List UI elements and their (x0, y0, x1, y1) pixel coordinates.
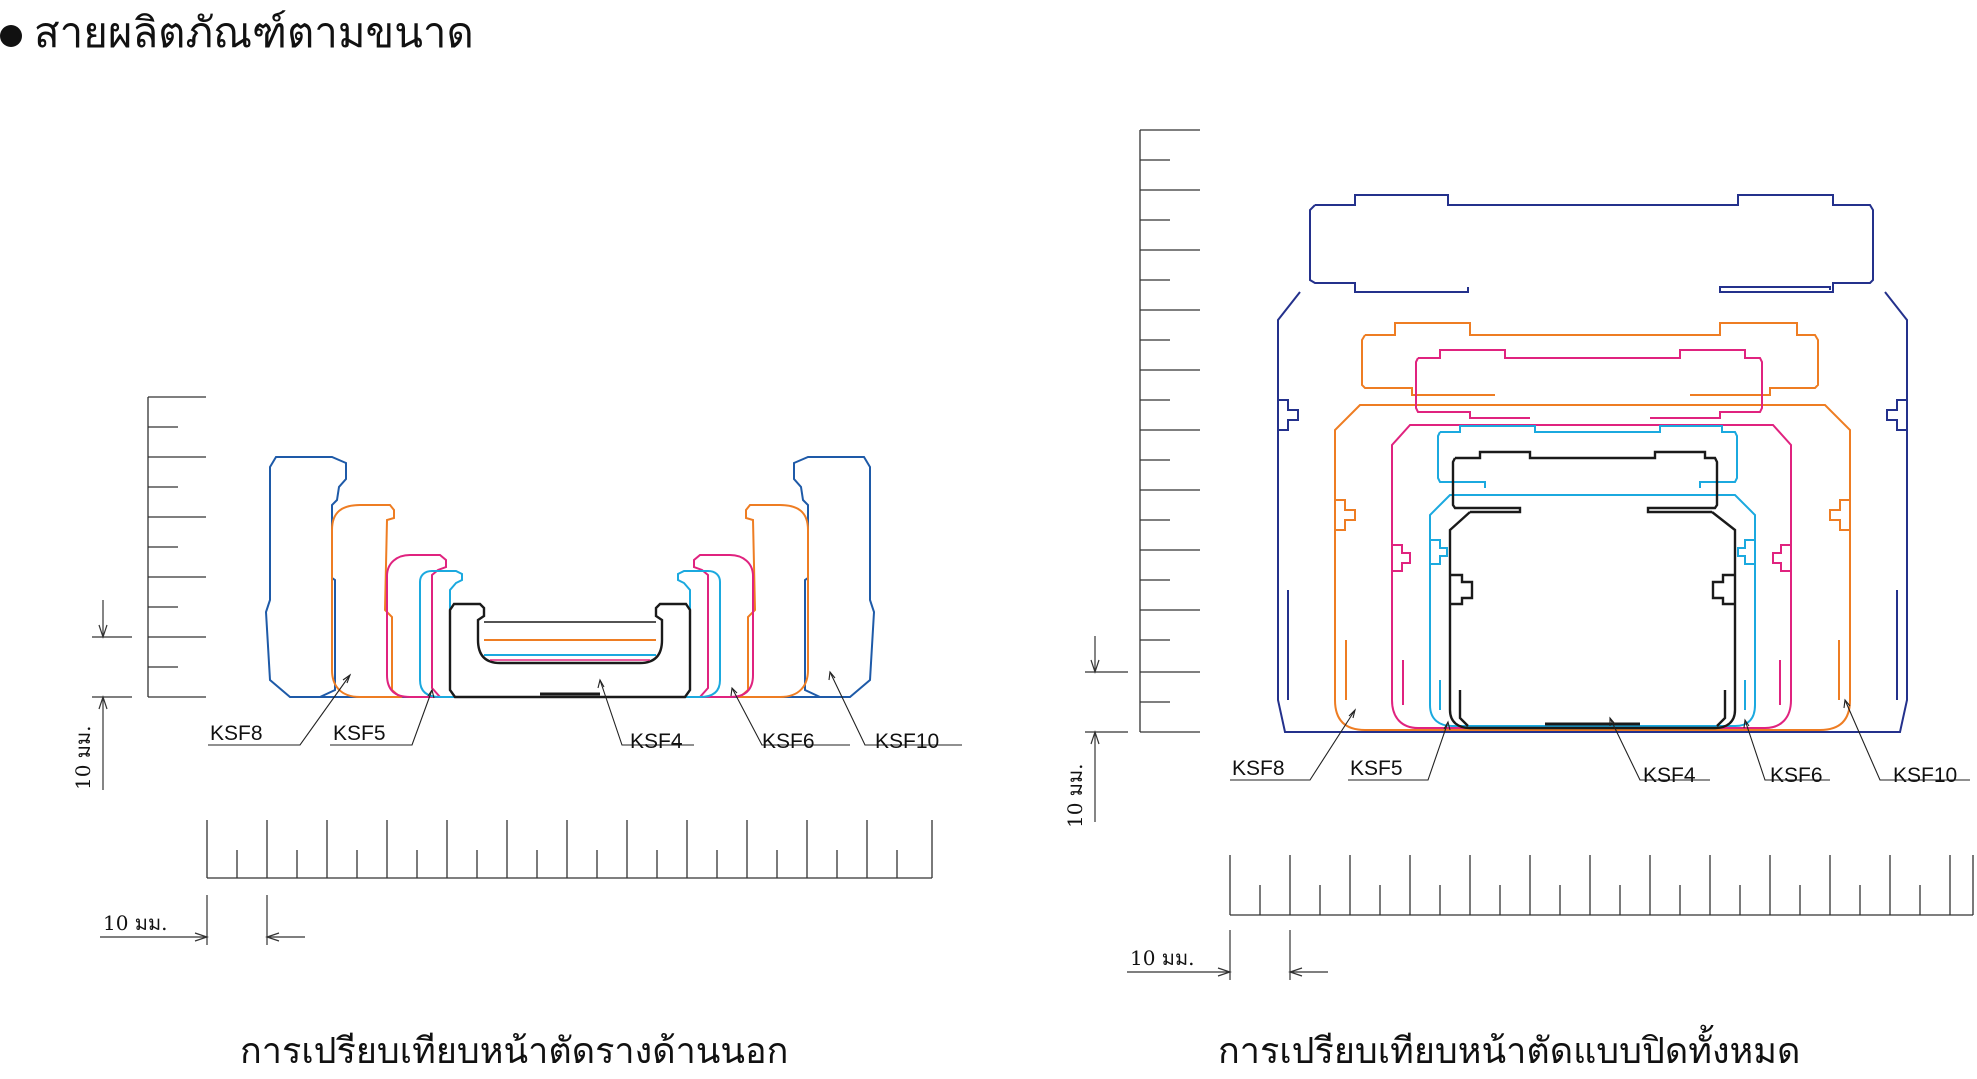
left-vertical-ruler (147, 396, 206, 698)
right-label-ksf6: KSF6 (1770, 764, 1823, 787)
right-leaders (1230, 698, 1970, 781)
right-horizontal-dimension (1127, 930, 1328, 980)
right-ksf4-profile (1448, 450, 1737, 730)
left-horizontal-scale-label: 10 มม. (103, 911, 168, 935)
right-vertical-ruler (1139, 129, 1200, 733)
right-vertical-scale-label: 10 มม. (1063, 763, 1087, 828)
left-ksf5-profile (419, 570, 463, 698)
left-panel-caption: การเปรียบเทียบหน้าตัดรางด้านนอก (240, 1031, 789, 1072)
left-label-ksf6: KSF6 (762, 730, 815, 753)
right-vertical-dimension (1085, 636, 1128, 822)
left-ksf6-profile-right (693, 554, 754, 698)
right-label-ksf8: KSF8 (1232, 757, 1285, 780)
left-ksf8-profile (331, 504, 403, 698)
page-title-text: สายผลิตภัณฑ์ตามขนาด (34, 8, 474, 57)
right-panel-caption: การเปรียบเทียบหน้าตัดแบบปิดทั้งหมด (1218, 1031, 1801, 1072)
right-ksf5-profile (1429, 425, 1756, 727)
left-ksf4-profile (448, 602, 692, 699)
left-label-ksf4: KSF4 (630, 730, 683, 753)
left-horizontal-ruler (206, 820, 933, 879)
left-ksf10-profile (264, 456, 347, 698)
right-label-ksf5: KSF5 (1350, 757, 1403, 780)
right-panel: 10 มม. (1063, 129, 1974, 980)
right-label-ksf10: KSF10 (1893, 764, 1957, 787)
right-label-ksf4: KSF4 (1643, 764, 1696, 787)
left-label-ksf8: KSF8 (210, 722, 263, 745)
left-label-ksf10: KSF10 (875, 730, 939, 753)
right-ksf8-profile (1334, 322, 1851, 731)
left-ksf5-profile-right (677, 570, 721, 698)
left-ksf6-profile (386, 554, 447, 698)
left-vertical-dimension (92, 600, 132, 790)
left-leaders (208, 670, 962, 746)
left-ksf8-profile-right (737, 504, 809, 698)
right-horizontal-scale-label: 10 มม. (1130, 946, 1195, 970)
left-ksf10-profile-right (793, 456, 876, 698)
left-panel: 10 มม. (71, 396, 962, 945)
left-label-ksf5: KSF5 (333, 722, 386, 745)
bullet-icon (0, 24, 22, 47)
right-ksf10-profile (1277, 194, 1908, 733)
right-ksf6-profile-shape (1391, 349, 1792, 729)
right-horizontal-ruler (1229, 855, 1974, 916)
left-vertical-scale-label: 10 มม. (71, 725, 95, 790)
page-title: สายผลิตภัณฑ์ตามขนาด (0, 0, 474, 66)
left-horizontal-dimension (100, 895, 305, 945)
